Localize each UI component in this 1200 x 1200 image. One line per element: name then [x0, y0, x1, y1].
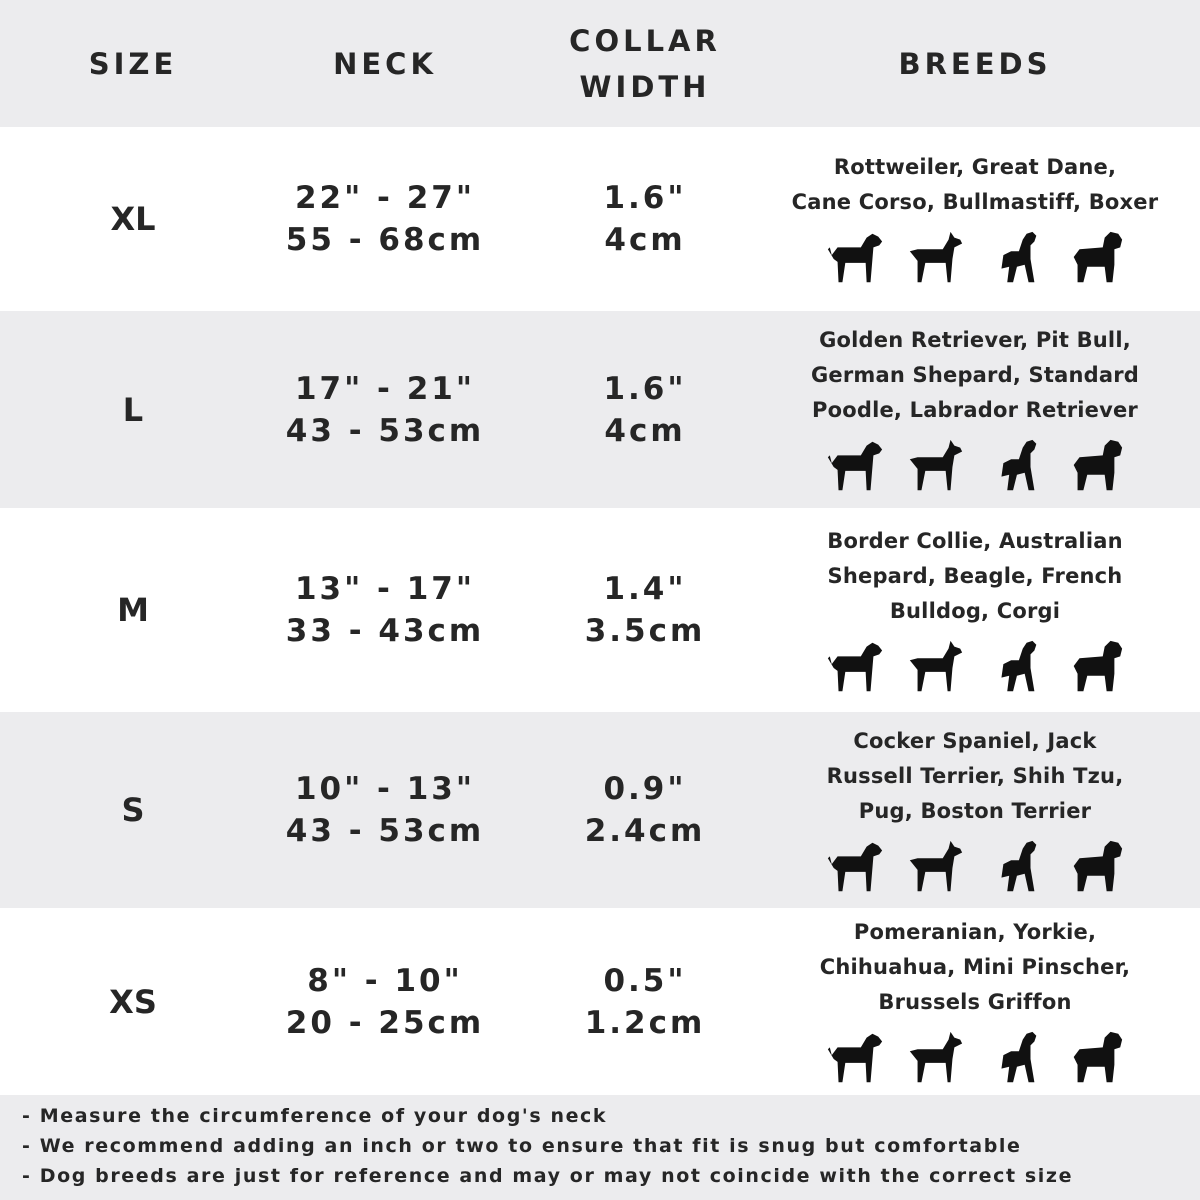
collar-inches: 1.4" — [603, 571, 687, 607]
cane-corso-icon — [1001, 231, 1037, 283]
breed-silhouettes — [821, 635, 1129, 697]
footer-notes: - Measure the circumference of your dog'… — [0, 1095, 1200, 1200]
french-bulldog-icon — [1001, 640, 1037, 691]
header-width: WIDTH — [579, 69, 711, 104]
collar-inches: 0.5" — [603, 962, 687, 999]
breeds-text: Cane Corso, Bullmastiff, Boxer — [791, 190, 1159, 214]
breeds-text: Pomeranian, Yorkie, — [853, 920, 1097, 944]
size-row-m: M 13" - 17" 33 - 43cm 1.4" 3.5cm Border … — [0, 508, 1200, 712]
size-label: XL — [110, 200, 156, 238]
size-label: M — [117, 591, 149, 629]
labrador-icon — [909, 439, 963, 491]
collar-cm: 3.5cm — [584, 613, 706, 649]
note: - Measure the circumference of your dog'… — [22, 1105, 608, 1127]
breeds-text: Poodle, Labrador Retriever — [812, 398, 1138, 422]
breeds-text: Brussels Griffon — [878, 990, 1072, 1014]
breed-silhouettes — [821, 835, 1129, 897]
size-row-s: S 10" - 13" 43 - 53cm 0.9" 2.4cm Cocker … — [0, 712, 1200, 908]
breeds-text: Rottweiler, Great Dane, — [833, 155, 1117, 179]
neck-inches: 8" - 10" — [307, 962, 463, 999]
size-label: S — [121, 791, 145, 829]
size-row-xl: XL 22" - 27" 55 - 68cm 1.6" 4cm Rottweil… — [0, 127, 1200, 311]
neck-inches: 13" - 17" — [294, 571, 476, 607]
size-label: L — [122, 390, 144, 429]
breeds-text: Shepard, Beagle, French — [827, 563, 1123, 588]
great-dane-icon — [909, 231, 963, 283]
neck-cm: 33 - 43cm — [285, 613, 485, 649]
breed-silhouettes — [821, 434, 1129, 496]
breeds-text: Bulldog, Corgi — [889, 598, 1061, 623]
chihuahua-icon — [1001, 1031, 1037, 1083]
collar-cm: 2.4cm — [584, 813, 706, 849]
header-breeds: BREEDS — [898, 46, 1052, 81]
breeds-text: Golden Retriever, Pit Bull, — [819, 328, 1131, 352]
shih-tzu-icon — [1001, 840, 1037, 891]
size-row-l: L 17" - 21" 43 - 53cm 1.6" 4cm Golden Re… — [0, 311, 1200, 508]
breeds-text: Russell Terrier, Shih Tzu, — [826, 763, 1124, 788]
note: - We recommend adding an inch or two to … — [22, 1135, 1022, 1157]
neck-cm: 43 - 53cm — [285, 412, 485, 449]
table-header: SIZE NECK COLLAR WIDTH BREEDS — [0, 0, 1200, 127]
header-neck: NECK — [333, 46, 437, 81]
yorkie-icon — [909, 1031, 963, 1083]
border-collie-icon — [827, 642, 883, 691]
collar-cm: 4cm — [604, 412, 686, 449]
header-collar: COLLAR — [569, 23, 721, 58]
german-shepherd-icon — [1073, 439, 1123, 491]
neck-inches: 22" - 27" — [294, 180, 476, 216]
pug-icon — [1073, 840, 1123, 891]
collar-inches: 0.9" — [603, 771, 687, 807]
rottweiler-icon — [827, 233, 883, 283]
note: - Dog breeds are just for reference and … — [22, 1165, 1074, 1187]
beagle-icon — [909, 640, 963, 691]
cocker-spaniel-icon — [827, 842, 883, 891]
breeds-text: Pug, Boston Terrier — [858, 798, 1092, 823]
bullmastiff-icon — [1073, 231, 1123, 283]
collar-inches: 1.6" — [603, 370, 687, 407]
breeds-text: Chihuahua, Mini Pinscher, — [819, 955, 1131, 979]
poodle-icon — [1001, 439, 1037, 491]
breeds-text: Border Collie, Australian — [827, 528, 1123, 553]
breed-silhouettes — [821, 226, 1129, 288]
corgi-icon — [1073, 640, 1123, 691]
neck-cm: 55 - 68cm — [285, 222, 485, 258]
neck-inches: 10" - 13" — [294, 771, 476, 807]
mini-pinscher-icon — [1073, 1031, 1123, 1083]
collar-inches: 1.6" — [603, 180, 687, 216]
collar-cm: 1.2cm — [584, 1004, 706, 1041]
size-label: XS — [109, 982, 157, 1021]
golden-retriever-icon — [827, 441, 883, 491]
collar-cm: 4cm — [604, 222, 686, 258]
jack-russell-icon — [909, 840, 963, 891]
neck-inches: 17" - 21" — [294, 370, 476, 407]
breeds-text: German Shepard, Standard — [810, 363, 1140, 387]
breeds-text: Cocker Spaniel, Jack — [853, 728, 1097, 753]
header-size: SIZE — [88, 46, 178, 81]
pomeranian-icon — [827, 1033, 883, 1083]
neck-cm: 20 - 25cm — [285, 1004, 485, 1041]
size-row-xs: XS 8" - 10" 20 - 25cm 0.5" 1.2cm Pomeran… — [0, 908, 1200, 1095]
neck-cm: 43 - 53cm — [285, 813, 485, 849]
breed-silhouettes — [821, 1026, 1129, 1088]
